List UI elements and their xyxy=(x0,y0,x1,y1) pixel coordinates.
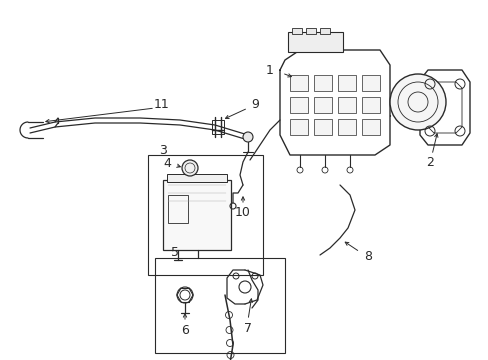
Bar xyxy=(361,119,379,135)
Text: 3: 3 xyxy=(159,144,166,157)
Bar xyxy=(361,75,379,91)
Bar xyxy=(313,97,331,113)
Bar xyxy=(287,32,342,52)
Text: 5: 5 xyxy=(171,246,179,258)
Text: 10: 10 xyxy=(235,206,250,219)
Bar xyxy=(337,97,355,113)
Bar xyxy=(313,119,331,135)
Bar xyxy=(155,258,285,353)
Bar xyxy=(212,120,224,134)
Bar xyxy=(319,28,329,34)
Text: 2: 2 xyxy=(425,156,433,168)
Bar xyxy=(168,195,187,223)
Text: 4: 4 xyxy=(163,157,171,170)
Bar xyxy=(148,155,263,275)
Bar xyxy=(361,97,379,113)
Bar xyxy=(289,97,307,113)
Bar xyxy=(291,28,302,34)
Bar xyxy=(337,119,355,135)
Text: 11: 11 xyxy=(154,98,169,111)
Bar xyxy=(163,180,230,250)
Bar xyxy=(305,28,315,34)
Circle shape xyxy=(243,132,252,142)
Circle shape xyxy=(389,74,445,130)
Text: 1: 1 xyxy=(265,63,273,77)
Text: 8: 8 xyxy=(363,251,371,264)
Text: 6: 6 xyxy=(181,324,188,337)
Bar xyxy=(289,75,307,91)
Text: 7: 7 xyxy=(244,321,251,334)
Bar xyxy=(313,75,331,91)
Text: 9: 9 xyxy=(250,98,259,111)
Bar xyxy=(337,75,355,91)
Bar xyxy=(167,174,226,182)
Circle shape xyxy=(182,160,198,176)
Bar xyxy=(289,119,307,135)
